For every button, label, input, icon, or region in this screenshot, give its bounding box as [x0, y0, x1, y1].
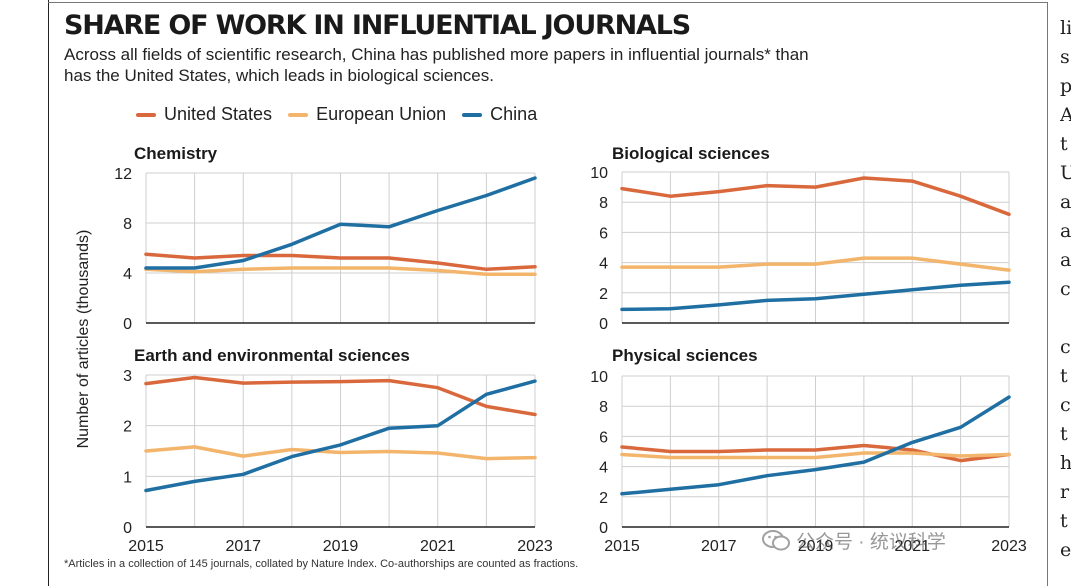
y-tick-label: 8: [123, 216, 132, 233]
series-line-european-union: [144, 445, 537, 461]
x-tick-label: 2019: [798, 538, 834, 555]
x-tick-label: 2023: [991, 538, 1027, 555]
series-line-china: [620, 280, 1011, 312]
y-tick-label: 2: [599, 286, 608, 303]
x-tick-label: 2015: [604, 538, 640, 555]
watermark-text: 公众号 · 统议科学: [796, 532, 946, 553]
frame-left-rule: [48, 0, 49, 586]
series-line-united-states: [144, 252, 537, 272]
x-tick-label: 2017: [225, 538, 261, 555]
clipped-text-line: h: [1060, 452, 1071, 474]
frame-top-rule: [48, 2, 1048, 3]
clipped-text-line: t: [1060, 133, 1068, 155]
x-tick-label: 2021: [420, 538, 456, 555]
clipped-text-line: a: [1060, 249, 1071, 271]
series-line-european-union: [620, 256, 1011, 272]
clipped-text-line: e: [1060, 539, 1071, 561]
clipped-text-line: a: [1060, 191, 1071, 213]
y-tick-label: 8: [599, 399, 608, 416]
legend: United States European Union China: [136, 104, 537, 125]
x-tick-label: 2017: [701, 538, 737, 555]
y-tick-label: 4: [123, 266, 132, 283]
legend-label: United States: [164, 104, 273, 124]
frame-right-rule: [1047, 2, 1048, 586]
watermark: 公众号 · 统议科学: [762, 527, 946, 554]
series-line-european-union: [144, 266, 537, 277]
series-line-china: [620, 395, 1011, 496]
clipped-text-line: r: [1060, 481, 1070, 503]
legend-label: European Union: [316, 104, 447, 124]
legend-item: China: [462, 104, 537, 125]
y-tick-label: 10: [590, 369, 608, 386]
figure-subtitle: Across all fields of scientific research…: [64, 45, 809, 85]
series-line-united-states: [620, 176, 1011, 217]
clipped-text-line: s: [1060, 46, 1070, 68]
series-line-china: [144, 379, 537, 493]
legend-label: China: [490, 104, 538, 124]
x-tick-label: 2021: [894, 538, 930, 555]
y-tick-label: 0: [599, 316, 608, 333]
legend-item: European Union: [288, 104, 446, 125]
y-tick-label: 0: [599, 520, 608, 537]
y-tick-label: 6: [599, 225, 608, 242]
clipped-text-line: li: [1060, 17, 1071, 39]
legend-swatch: [136, 112, 156, 117]
panel-title: Biological sciences: [612, 144, 770, 163]
series-line-european-union: [620, 451, 1011, 460]
clipped-text-line: c: [1060, 278, 1071, 300]
panel-title: Chemistry: [134, 144, 218, 163]
x-tick-label: 2019: [323, 538, 359, 555]
footnote: *Articles in a collection of 145 journal…: [64, 558, 579, 570]
figure-title: SHARE OF WORK IN INFLUENTIAL JOURNALS: [64, 10, 691, 41]
y-tick-label: 0: [123, 520, 132, 537]
clipped-text-line: p: [1060, 75, 1071, 97]
y-tick-label: 2: [123, 419, 132, 436]
y-tick-label: 1: [123, 469, 132, 486]
y-tick-label: 8: [599, 195, 608, 212]
clipped-text-line: c: [1060, 394, 1071, 416]
panel-title: Physical sciences: [612, 346, 758, 365]
x-tick-label: 2023: [517, 538, 553, 555]
series-line-united-states: [620, 443, 1011, 463]
clipped-text-line: [1060, 304, 1071, 333]
wechat-icon: [762, 529, 790, 552]
clipped-text-line: c: [1060, 336, 1071, 358]
legend-item: United States: [136, 104, 272, 125]
x-tick-label: 2015: [128, 538, 164, 555]
panel-title: Earth and environmental sciences: [134, 346, 410, 365]
legend-swatch: [462, 112, 483, 117]
y-tick-label: 0: [123, 316, 132, 333]
y-axis-label: Number of articles (thousands): [75, 229, 92, 449]
y-tick-label: 4: [599, 256, 608, 273]
y-tick-label: 2: [599, 490, 608, 507]
y-tick-label: 3: [123, 368, 132, 385]
series-line-china: [144, 176, 537, 270]
y-tick-label: 6: [599, 429, 608, 446]
legend-swatch: [288, 112, 309, 117]
clipped-text-line: t: [1060, 510, 1068, 532]
clipped-text-line: t: [1060, 423, 1068, 445]
clipped-text-line: U: [1060, 162, 1071, 184]
clipped-text-line: A: [1060, 104, 1071, 126]
series-line-united-states: [144, 375, 537, 417]
clipped-text-line: t: [1060, 365, 1068, 387]
clipped-text-line: a: [1060, 220, 1071, 242]
y-tick-label: 4: [599, 460, 608, 477]
y-tick-label: 10: [590, 165, 608, 182]
y-tick-label: 12: [114, 166, 132, 183]
